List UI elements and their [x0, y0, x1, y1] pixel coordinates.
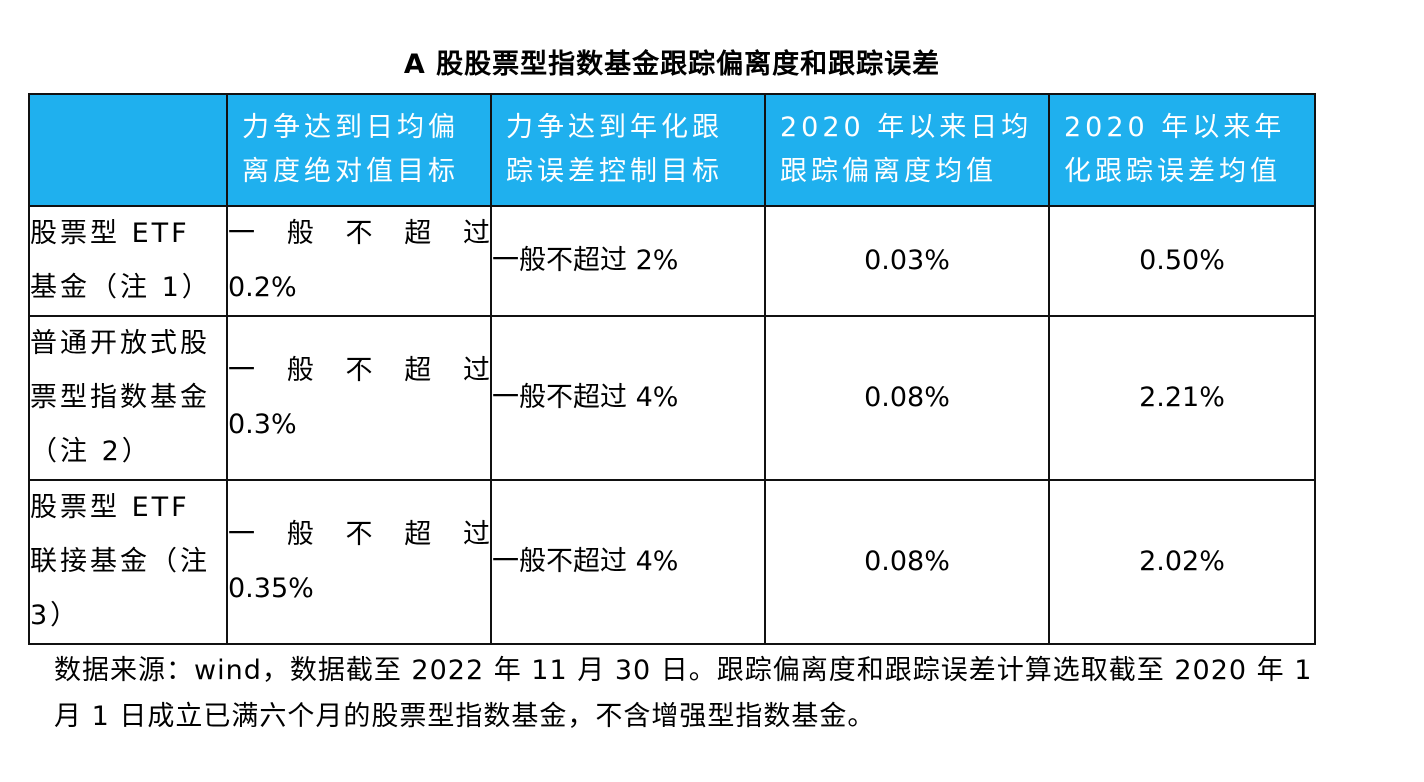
avg-deviation-cell: 0.08% — [764, 479, 1050, 645]
table-row: 股票型 ETF 联接基金（注 3） 一 般 不 超 过 0.35% 一般不超过 … — [28, 479, 1316, 645]
char: 般 — [286, 519, 314, 550]
header-corner — [28, 93, 228, 207]
tracking-target-cell: 一般不超过 4% — [490, 315, 766, 481]
char: 般 — [286, 218, 314, 249]
avg-tracking-error-cell: 0.50% — [1048, 205, 1316, 317]
char: 不 — [345, 218, 373, 249]
source-note: 数据来源：wind，数据截至 2022 年 11 月 30 日。跟踪偏离度和跟踪… — [54, 655, 1313, 732]
table-header-row: 力争达到日均偏离度绝对值目标 力争达到年化跟踪误差控制目标 2020 年以来日均… — [28, 93, 1316, 207]
header-daily-deviation-mean: 2020 年以来日均跟踪偏离度均值 — [764, 93, 1050, 207]
table-title: A 股股票型指数基金跟踪偏离度和跟踪误差 — [403, 49, 941, 80]
deviation-target-text: 一 般 不 超 过 — [228, 508, 490, 562]
deviation-target-cell: 一 般 不 超 过 0.2% — [226, 205, 492, 317]
deviation-target-cell: 一 般 不 超 过 0.3% — [226, 315, 492, 481]
deviation-target-value: 0.3% — [228, 409, 297, 440]
tracking-target-cell: 一般不超过 4% — [490, 479, 766, 645]
header-annual-tracking-mean: 2020 年以来年化跟踪误差均值 — [1048, 93, 1316, 207]
tracking-target-cell: 一般不超过 2% — [490, 205, 766, 317]
avg-tracking-error-cell: 2.21% — [1048, 315, 1316, 481]
deviation-target-value: 0.2% — [228, 272, 297, 303]
row-label: 股票型 ETF 联接基金（注 3） — [28, 479, 228, 645]
char: 般 — [286, 355, 314, 386]
avg-deviation-cell: 0.03% — [764, 205, 1050, 317]
row-label: 股票型 ETF 基金（注 1） — [28, 205, 228, 317]
char: 不 — [345, 519, 373, 550]
char: 过 — [463, 519, 490, 550]
tracking-error-table: 力争达到日均偏离度绝对值目标 力争达到年化跟踪误差控制目标 2020 年以来日均… — [28, 93, 1316, 645]
header-annual-tracking-target: 力争达到年化跟踪误差控制目标 — [490, 93, 766, 207]
deviation-target-value: 0.35% — [228, 573, 314, 604]
char: 过 — [463, 218, 490, 249]
char: 超 — [404, 355, 432, 386]
char: 一 — [228, 218, 255, 249]
char: 过 — [463, 355, 490, 386]
table-row: 普通开放式股票型指数基金（注 2） 一 般 不 超 过 0.3% 一般不超过 4… — [28, 315, 1316, 481]
char: 不 — [345, 355, 373, 386]
char: 一 — [228, 519, 255, 550]
char: 一 — [228, 355, 255, 386]
char: 超 — [404, 218, 432, 249]
deviation-target-text: 一 般 不 超 过 — [228, 207, 490, 261]
avg-deviation-cell: 0.08% — [764, 315, 1050, 481]
deviation-target-cell: 一 般 不 超 过 0.35% — [226, 479, 492, 645]
table-row: 股票型 ETF 基金（注 1） 一 般 不 超 过 0.2% 一般不超过 2% … — [28, 205, 1316, 317]
deviation-target-text: 一 般 不 超 过 — [228, 344, 490, 398]
header-daily-deviation-target: 力争达到日均偏离度绝对值目标 — [226, 93, 492, 207]
char: 超 — [404, 519, 432, 550]
avg-tracking-error-cell: 2.02% — [1048, 479, 1316, 645]
row-label: 普通开放式股票型指数基金（注 2） — [28, 315, 228, 481]
